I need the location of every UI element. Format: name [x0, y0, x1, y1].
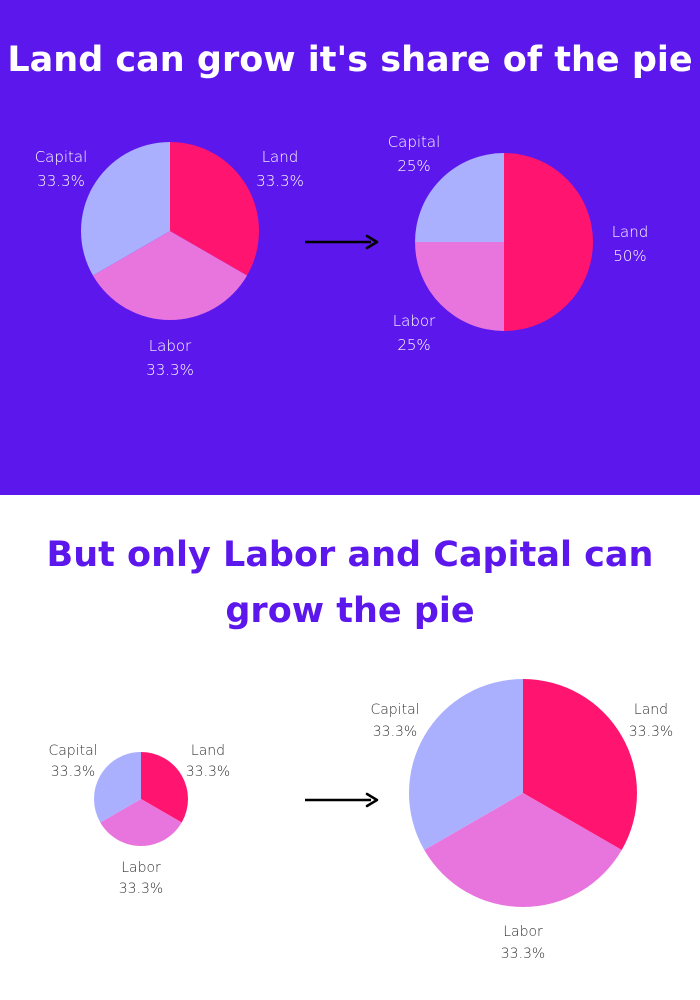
slice-label-capital: Capital: [35, 148, 88, 166]
slice-capital: [415, 153, 504, 242]
slice-label-labor: Labor: [121, 860, 161, 876]
slice-label-land: Land: [191, 743, 225, 759]
slice-land: [141, 752, 189, 823]
slice-capital: [80, 142, 170, 276]
pie-chart-4: Land 33.3% Labor 33.3% Capital 33.3%: [370, 679, 673, 962]
slice-value-land: 33.3%: [629, 724, 673, 740]
slice-value-capital: 33.3%: [51, 764, 95, 780]
top-title: Land can grow it's share of the pie: [7, 40, 693, 80]
bottom-title-line-1: But only Labor and Capital can: [46, 535, 654, 575]
bottom-title: But only Labor and Capital can grow the …: [0, 527, 700, 639]
slice-labor: [415, 242, 504, 331]
slice-value-land: 33.3%: [186, 764, 230, 780]
slice-land: [170, 142, 259, 276]
slice-value-land: 50%: [613, 247, 646, 265]
slice-label-land: Land: [634, 702, 668, 718]
arrow-icon: [305, 234, 379, 250]
pie-chart-2: Land 50% Labor 25% Capital 25%: [388, 133, 649, 354]
slice-label-land: Land: [262, 148, 299, 166]
slice-capital: [93, 752, 141, 823]
slice-label-labor: Labor: [149, 337, 192, 355]
slice-label-capital: Capital: [388, 133, 441, 151]
slice-capital: [409, 679, 523, 850]
slice-land: [504, 153, 593, 331]
slice-land: [523, 679, 637, 850]
slice-value-capital: 33.3%: [373, 724, 417, 740]
slice-value-labor: 33.3%: [146, 361, 194, 379]
slice-labor: [424, 793, 622, 907]
slice-label-labor: Labor: [503, 924, 543, 940]
slice-value-labor: 33.3%: [119, 881, 163, 897]
slice-label-land: Land: [612, 223, 649, 241]
pie-chart-3: Land 33.3% Labor 33.3% Capital 33.3%: [48, 743, 230, 897]
slice-value-labor: 33.3%: [501, 946, 545, 962]
slice-labor: [100, 799, 182, 846]
slice-label-capital: Capital: [48, 743, 97, 759]
slice-value-capital: 33.3%: [37, 172, 85, 190]
arrow-icon: [305, 792, 379, 808]
pie-chart-1: Land 33.3% Labor 33.3% Capital 33.3%: [35, 142, 304, 379]
bottom-title-line-2: grow the pie: [225, 591, 475, 631]
slice-value-land: 33.3%: [256, 172, 304, 190]
slice-value-labor: 25%: [397, 336, 430, 354]
slice-label-labor: Labor: [393, 312, 436, 330]
slice-value-capital: 25%: [397, 157, 430, 175]
slice-label-capital: Capital: [370, 702, 419, 718]
